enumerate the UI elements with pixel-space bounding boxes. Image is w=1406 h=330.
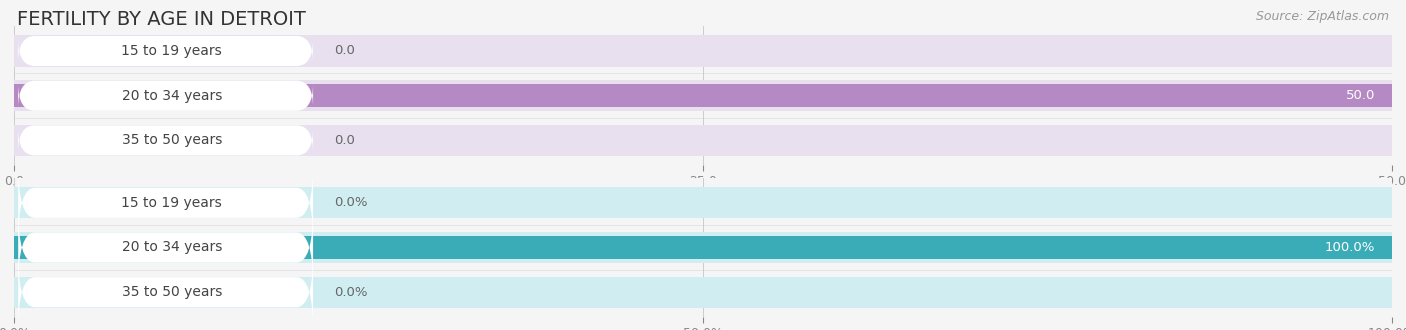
Bar <box>14 277 1392 308</box>
Bar <box>14 35 1392 67</box>
Text: 50.0: 50.0 <box>1346 89 1375 102</box>
Text: Source: ZipAtlas.com: Source: ZipAtlas.com <box>1256 10 1389 23</box>
Text: 20 to 34 years: 20 to 34 years <box>121 241 222 254</box>
FancyBboxPatch shape <box>18 209 314 286</box>
Text: 15 to 19 years: 15 to 19 years <box>121 196 222 210</box>
Bar <box>14 80 1392 111</box>
Bar <box>14 125 1392 156</box>
FancyBboxPatch shape <box>18 253 314 330</box>
Bar <box>14 232 1392 263</box>
Text: FERTILITY BY AGE IN DETROIT: FERTILITY BY AGE IN DETROIT <box>17 10 305 29</box>
FancyBboxPatch shape <box>18 164 314 242</box>
Text: 0.0%: 0.0% <box>333 286 367 299</box>
Text: 35 to 50 years: 35 to 50 years <box>121 285 222 299</box>
FancyBboxPatch shape <box>18 81 314 111</box>
Text: 20 to 34 years: 20 to 34 years <box>121 89 222 103</box>
Text: 0.0: 0.0 <box>333 45 354 57</box>
Text: 15 to 19 years: 15 to 19 years <box>121 44 222 58</box>
Bar <box>14 84 1392 107</box>
Text: 0.0%: 0.0% <box>333 196 367 209</box>
FancyBboxPatch shape <box>18 36 314 66</box>
Bar <box>14 236 1392 259</box>
FancyBboxPatch shape <box>18 125 314 155</box>
Text: 35 to 50 years: 35 to 50 years <box>121 133 222 148</box>
Text: 100.0%: 100.0% <box>1324 241 1375 254</box>
Text: 0.0: 0.0 <box>333 134 354 147</box>
Bar <box>14 187 1392 218</box>
